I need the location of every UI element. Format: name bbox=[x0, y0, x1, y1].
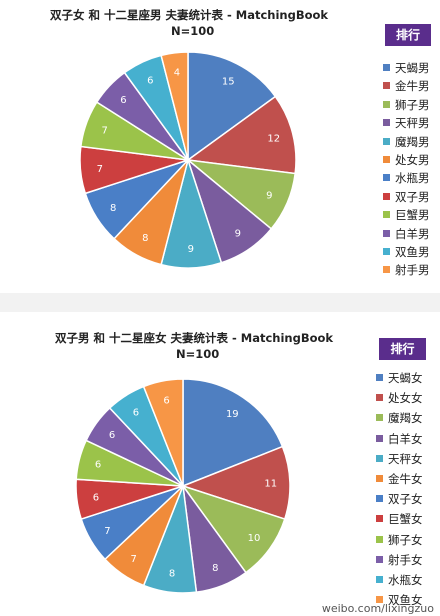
chart-subtitle: N=100 bbox=[176, 347, 220, 361]
data-label: 7 bbox=[130, 554, 136, 565]
data-label: 7 bbox=[104, 526, 110, 537]
data-label: 7 bbox=[101, 126, 107, 137]
legend-swatch bbox=[376, 515, 383, 523]
data-label: 8 bbox=[142, 233, 148, 244]
pie-chart: 19 11 10 8 8 7 7 6 6 6 6 6 bbox=[75, 378, 291, 594]
chart-panel-bottom: 双子男 和 十二星座女 夫妻统计表 - MatchingBook N=100 1… bbox=[0, 312, 440, 616]
data-label: 19 bbox=[226, 409, 239, 420]
legend-swatch bbox=[383, 248, 390, 255]
legend-label: 处女女 bbox=[388, 391, 423, 406]
pie-chart: 15 12 9 9 9 8 8 7 7 6 6 4 bbox=[79, 51, 297, 269]
data-label: 11 bbox=[264, 479, 277, 490]
legend-label: 双鱼男 bbox=[395, 245, 430, 259]
legend-label: 天秤女 bbox=[388, 451, 423, 466]
data-label: 12 bbox=[267, 133, 280, 144]
legend: 天蝎女处女女魔羯女白羊女天秤女金牛女双子女巨蟹女狮子女射手女水瓶女双鱼女 bbox=[376, 370, 438, 616]
legend-swatch bbox=[376, 576, 383, 583]
legend-swatch bbox=[383, 82, 390, 90]
legend-label: 金牛女 bbox=[388, 472, 423, 486]
watermark: weibo.com/lixingzuo bbox=[321, 602, 434, 615]
data-label: 6 bbox=[120, 95, 126, 106]
pie-slice bbox=[187, 51, 277, 162]
legend-label: 天蝎男 bbox=[395, 61, 430, 75]
pie-slice bbox=[180, 445, 291, 521]
legend-label: 水瓶女 bbox=[388, 573, 423, 587]
legend-label: 处女男 bbox=[395, 153, 430, 167]
chart-subtitle: N=100 bbox=[171, 24, 215, 38]
data-label: 6 bbox=[163, 395, 169, 406]
legend-label: 狮子男 bbox=[395, 97, 430, 112]
legend-swatch bbox=[376, 434, 383, 442]
legend-label: 魔羯女 bbox=[388, 411, 423, 426]
data-label: 6 bbox=[93, 492, 99, 503]
legend-swatch bbox=[383, 100, 390, 108]
legend-label: 白羊女 bbox=[388, 431, 423, 446]
legend-swatch bbox=[383, 266, 390, 274]
data-label: 9 bbox=[266, 191, 272, 202]
chart-title: 双子男 和 十二星座女 夫妻统计表 - MatchingBook bbox=[55, 331, 334, 345]
data-label: 9 bbox=[235, 229, 241, 240]
chart-title: 双子女 和 十二星座男 夫妻统计表 - MatchingBook bbox=[50, 8, 329, 22]
data-label: 9 bbox=[188, 244, 194, 255]
legend-label: 双子女 bbox=[388, 492, 423, 507]
legend-swatch bbox=[383, 64, 390, 71]
chart-panel-top: 双子女 和 十二星座男 夫妻统计表 - MatchingBook N=100 1… bbox=[0, 0, 440, 293]
panel-divider bbox=[0, 293, 440, 312]
legend-label: 金牛男 bbox=[395, 79, 430, 94]
legend-swatch bbox=[383, 192, 390, 200]
pie-slice bbox=[142, 378, 184, 487]
data-label: 4 bbox=[174, 68, 180, 79]
data-label: 8 bbox=[212, 563, 218, 574]
legend: 天蝎男金牛男狮子男天秤男魔羯男处女男水瓶男双子男巨蟹男白羊男双鱼男射手男 bbox=[383, 60, 439, 290]
legend-swatch bbox=[376, 454, 383, 462]
data-label: 8 bbox=[169, 569, 175, 580]
legend-label: 双鱼女 bbox=[388, 593, 423, 608]
data-label: 6 bbox=[95, 460, 101, 471]
legend-label: 魔羯男 bbox=[395, 134, 430, 149]
legend-swatch bbox=[376, 555, 383, 563]
legend-label: 白羊男 bbox=[395, 226, 430, 241]
data-label: 10 bbox=[248, 533, 261, 544]
legend-label: 狮子女 bbox=[388, 532, 423, 547]
legend-label: 天蝎女 bbox=[388, 371, 423, 385]
data-label: 15 bbox=[222, 77, 235, 88]
legend-label: 双子男 bbox=[395, 189, 430, 204]
legend-label: 水瓶男 bbox=[395, 171, 430, 186]
legend-title: 排行 bbox=[379, 338, 426, 360]
data-label: 6 bbox=[133, 407, 139, 418]
legend-label: 射手男 bbox=[395, 263, 430, 278]
legend-swatch bbox=[383, 229, 390, 237]
legend-title: 排行 bbox=[385, 24, 431, 46]
legend-label: 天秤男 bbox=[395, 116, 430, 131]
legend-swatch bbox=[376, 535, 383, 543]
legend-swatch bbox=[376, 495, 383, 503]
legend-swatch bbox=[376, 596, 383, 604]
pie-slice bbox=[182, 378, 284, 488]
data-label: 7 bbox=[97, 164, 103, 175]
legend-swatch bbox=[383, 119, 390, 127]
legend-label: 巨蟹女 bbox=[388, 512, 423, 527]
pie-slice bbox=[186, 95, 297, 175]
legend-swatch bbox=[383, 174, 390, 182]
data-label: 6 bbox=[147, 75, 153, 86]
legend-label: 射手女 bbox=[388, 552, 423, 567]
data-label: 8 bbox=[110, 203, 116, 214]
legend-label: 巨蟹男 bbox=[395, 208, 430, 223]
legend-swatch bbox=[376, 374, 383, 381]
legend-swatch bbox=[383, 156, 390, 163]
legend-swatch bbox=[376, 394, 383, 402]
legend-swatch bbox=[376, 475, 383, 482]
legend-swatch bbox=[383, 137, 390, 145]
pie-slice bbox=[160, 51, 189, 161]
legend-swatch bbox=[383, 211, 390, 219]
data-label: 6 bbox=[109, 430, 115, 441]
legend-swatch bbox=[376, 414, 383, 422]
